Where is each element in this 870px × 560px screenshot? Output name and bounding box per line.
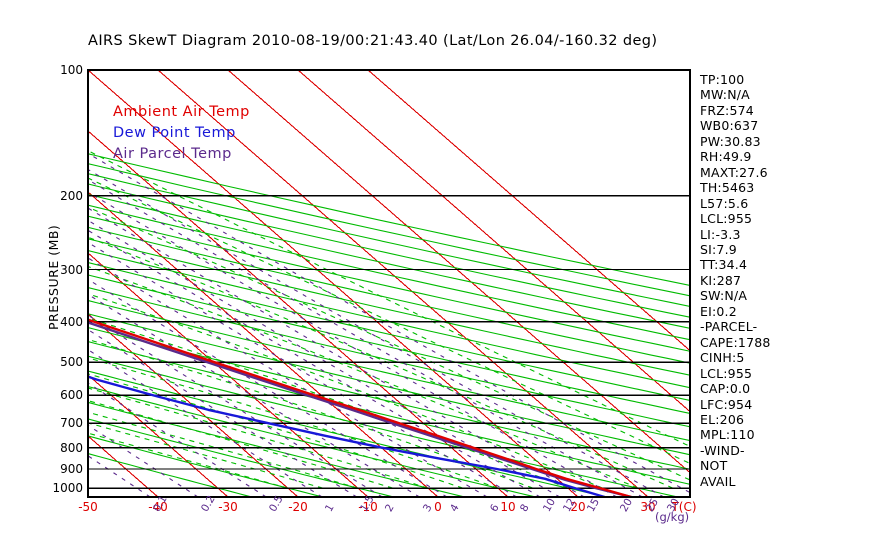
bottom-temp-tick: 30 [640,500,656,514]
sounding-index: KI:287 [700,272,742,288]
pressure-tick: 600 [60,388,83,403]
sounding-index: SI:7.9 [700,241,737,257]
temperature-axis-unit: T(C) [671,500,697,514]
sounding-index: TH:5463 [700,180,755,196]
sounding-index: EL:206 [700,411,745,427]
sounding-index: LCL:955 [700,365,753,381]
pressure-tick: 100 [60,63,83,77]
pressure-tick: 1000 [52,481,83,496]
sounding-index: TT:34.4 [700,257,748,273]
page-title: AIRS SkewT Diagram 2010-08-19/00:21:43.4… [88,33,658,49]
mixing-ratio-axis-unit: (g/kg) [655,510,690,524]
bottom-temp-tick: 0 [434,500,442,514]
legend-item-1: Ambient Air Temp [113,104,250,120]
pressure-tick: 400 [60,314,83,329]
sounding-index: MW:N/A [700,87,750,103]
sounding-index: MPL:110 [700,427,755,443]
legend-item-2: Dew Point Temp [113,125,236,141]
sounding-index: RH:49.9 [700,149,752,165]
pressure-tick: 900 [60,462,83,476]
sounding-index: PW:30.83 [700,133,761,149]
sounding-index: CINH:5 [700,350,745,366]
sounding-index: WB0:637 [700,118,759,134]
pressure-tick: 800 [60,440,83,455]
bottom-temp-tick: -40 [148,500,168,514]
legend-item-3: Air Parcel Temp [113,146,232,162]
bottom-temp-tick: -30 [218,500,238,514]
pressure-tick: 700 [60,416,83,431]
sounding-index: AVAIL [700,473,736,489]
sounding-index: MAXT:27.6 [700,164,768,180]
sounding-index: TP:100 [700,72,745,87]
bottom-temp-tick: -10 [358,500,378,514]
pressure-tick: 500 [60,355,83,370]
sounding-index: LCL:955 [700,211,753,227]
sounding-indices-panel: TP:100 MW:N/A FRZ:574 WB0:637 PW:30.83 RH:49.… [700,72,860,489]
sounding-index: SW:N/A [700,288,748,304]
bottom-temp-tick: -20 [288,500,308,514]
sounding-index: EI:0.2 [700,303,737,319]
sounding-index: -PARCEL- [700,319,758,335]
bottom-temp-tick: -50 [78,500,98,514]
sounding-index: LFC:954 [700,396,753,412]
sounding-index: CAPE:1788 [700,334,771,350]
sounding-index: LI:-3.3 [700,226,741,242]
bottom-temp-tick: 20 [570,500,586,514]
pressure-tick: 200 [60,188,83,203]
sounding-index: -WIND- [700,442,745,458]
sounding-index: CAP:0.0 [700,381,751,397]
sounding-index: NOT [700,458,728,474]
pressure-tick: 300 [60,262,83,277]
sounding-index: FRZ:574 [700,102,754,118]
sounding-index: L57:5.6 [700,195,749,211]
bottom-temp-tick: 10 [500,500,516,514]
